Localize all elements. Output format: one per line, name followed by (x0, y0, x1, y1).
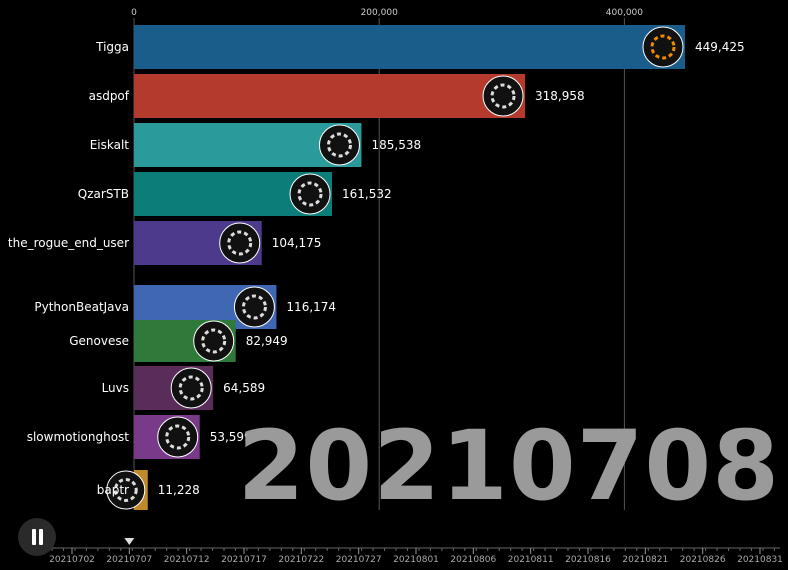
striped-avatar (219, 222, 261, 264)
bar-eiskalt: Eiskalt 185,538 (90, 123, 421, 167)
bar-name-label: Eiskalt (90, 138, 130, 152)
vertical-stripes-avatar (233, 286, 275, 328)
avatar-pattern (241, 294, 267, 320)
red-heart-avatar (170, 367, 212, 409)
timeline-label[interactable]: 20210811 (508, 555, 554, 565)
x-axis-ticks: 0 200,000 400,000 (131, 8, 643, 18)
timeline-label[interactable]: 20210801 (393, 555, 439, 565)
bar-value-label: 104,175 (272, 236, 322, 250)
bar-slowmotionghost: slowmotionghost 53,599 (27, 415, 252, 459)
bar-rect (134, 25, 685, 69)
timeline-axis: 20210702 20210707 20210712 20210717 20210722… (49, 538, 783, 565)
bar-name-label: slowmotionghost (27, 430, 130, 444)
avatar-pattern (326, 132, 352, 158)
timeline-label[interactable]: 20210702 (49, 555, 95, 565)
bars: Tigga 449,425 asdpof 318,958 Eiskalt 185,538 Q… (8, 25, 745, 510)
timeline-label[interactable]: 20210816 (565, 555, 611, 565)
bar-name-label: Luvs (102, 381, 129, 395)
timeline-label[interactable]: 20210806 (450, 555, 496, 565)
x-tick-label: 0 (131, 8, 137, 18)
bar-value-label: 64,589 (223, 381, 265, 395)
yellow-green-avatar (193, 320, 235, 362)
bar-value-label: 82,949 (246, 334, 288, 348)
bar-tigga: Tigga 449,425 (95, 25, 745, 69)
bar-name-label: asdpof (89, 89, 130, 103)
grey-cross-avatar (289, 173, 331, 215)
x-tick-label: 400,000 (606, 8, 643, 18)
bar-name-label: Tigga (95, 40, 129, 54)
avatar-pattern (297, 181, 323, 207)
bar-value-label: 53,599 (210, 430, 252, 444)
avatar-pattern (227, 230, 253, 256)
timeline-label[interactable]: 20210826 (680, 555, 726, 565)
pause-button[interactable] (18, 518, 56, 556)
avatar-pattern (113, 478, 138, 502)
bar-name-label: PythonBeatJava (34, 300, 129, 314)
bar-asdpof: asdpof 318,958 (89, 74, 585, 118)
blue-red-block-avatar (318, 124, 360, 166)
bar-genovese: Genovese 82,949 (69, 320, 288, 362)
avatar-pattern (490, 83, 516, 109)
timeline-label[interactable]: 20210727 (336, 555, 382, 565)
timeline-label[interactable]: 20210821 (622, 555, 668, 565)
blue-globe-avatar (106, 470, 146, 510)
green-triangle-avatar (482, 75, 524, 117)
timeline-label[interactable]: 20210722 (278, 555, 324, 565)
bar-baptr: baptr 11,228 (97, 470, 200, 510)
avatar-pattern (201, 328, 227, 354)
bar-value-label: 161,532 (342, 187, 392, 201)
x-tick-label: 200,000 (361, 8, 398, 18)
timeline-position-marker[interactable] (124, 538, 135, 545)
bar-value-label: 318,958 (535, 89, 585, 103)
bar-name-label: Genovese (69, 334, 129, 348)
pause-icon (32, 529, 36, 545)
timeline-label[interactable]: 20210712 (164, 555, 210, 565)
timeline-label[interactable]: 20210831 (737, 555, 783, 565)
bar-name-label: the_rogue_end_user (8, 236, 129, 250)
avatar-pattern (165, 424, 191, 450)
bar-value-label: 116,174 (286, 300, 336, 314)
orange-black-stripes-avatar (642, 26, 684, 68)
avatar-pattern (178, 375, 204, 401)
bar-name-label: QzarSTB (78, 187, 129, 201)
bar-name-label: baptr (97, 483, 129, 497)
bar-qzarstb: QzarSTB 161,532 (78, 172, 392, 216)
bar-value-label: 11,228 (158, 483, 200, 497)
bar-value-label: 185,538 (371, 138, 421, 152)
current-date-label: 20210708 (237, 410, 780, 522)
timeline-label[interactable]: 20210717 (221, 555, 267, 565)
bar-luvs: Luvs 64,589 (102, 366, 265, 410)
bar-rect (134, 74, 526, 118)
avatar-pattern (650, 34, 676, 60)
timeline-label[interactable]: 20210707 (106, 555, 152, 565)
bar-the-rogue-end-user: the_rogue_end_user 104,175 (8, 221, 321, 265)
bar-value-label: 449,425 (695, 40, 745, 54)
white-ghost-avatar (157, 416, 199, 458)
